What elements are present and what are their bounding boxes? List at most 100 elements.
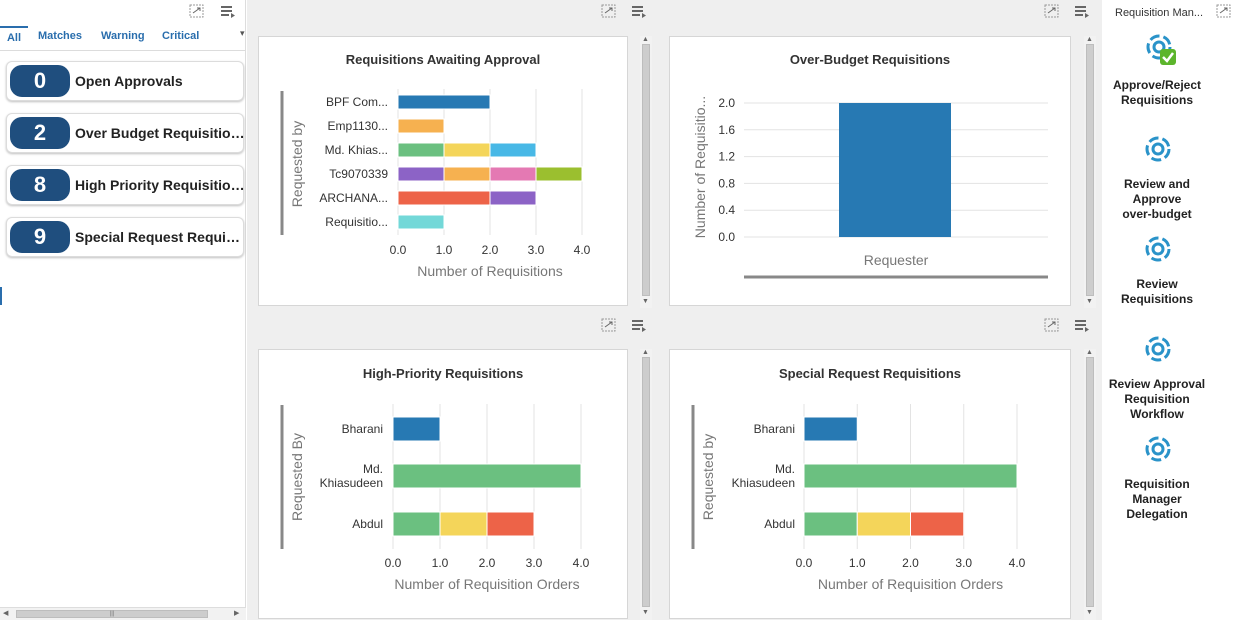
action-label-line: Manager (1132, 492, 1182, 506)
action-manager-delegation[interactable]: Requisition Manager Delegation (1102, 433, 1212, 525)
y-category-label: Requisitio... (325, 215, 388, 229)
tile-count: 0 (10, 65, 70, 97)
tab-matches[interactable]: Matches (38, 30, 83, 42)
y-axis-title: Requested By (289, 433, 305, 521)
action-label-line: Review Approval (1108, 377, 1206, 391)
x-axis-title: Number of Requisitions (417, 263, 563, 279)
scroll-thumb[interactable] (642, 44, 650, 296)
x-axis-title: Number of Requisition Orders (818, 576, 1003, 592)
bar-segment (443, 166, 491, 182)
x-tick-label: 2.0 (902, 556, 919, 570)
tab-all[interactable]: All (0, 26, 28, 48)
tile-high-priority[interactable]: 8 High Priority Requisitions (6, 165, 245, 205)
y-category-label: Md. (775, 462, 795, 476)
tab-critical[interactable]: Critical (162, 30, 200, 42)
horizontal-scrollbar[interactable]: ◀ ||| ▶ (0, 607, 246, 620)
x-tick-label: 2.0 (479, 556, 496, 570)
vertical-scrollbar[interactable]: ▲ ▼ (640, 36, 652, 308)
y-category-label: Khiasudeen (320, 476, 383, 490)
action-label-line: Review (1136, 277, 1178, 291)
y-tick-label: 0.8 (718, 176, 735, 190)
tile-special-request[interactable]: 9 Special Request Requisitions (6, 217, 245, 257)
x-tick-label: 0.0 (390, 243, 407, 257)
over-budget-card: Over-Budget Requisitions 0.0 0.4 0.8 1.2 1.6… (669, 36, 1071, 306)
pane-menu-icon[interactable] (1074, 318, 1090, 332)
scroll-thumb[interactable] (1086, 44, 1094, 296)
tile-label: Open Approvals (75, 73, 183, 89)
chart-title: Requisitions Awaiting Approval (345, 52, 541, 67)
y-category-label: Bharani (342, 422, 383, 436)
maximize-icon[interactable] (601, 4, 617, 18)
tab-warning[interactable]: Warning (101, 30, 145, 42)
gear-check-icon (1146, 34, 1176, 65)
bar-segment (803, 416, 858, 442)
action-label-line: Approve (1132, 192, 1182, 206)
bar-segment (489, 142, 537, 158)
y-category-label: BPF Com... (326, 95, 388, 109)
pane-title: Requisition Man... (1115, 7, 1204, 19)
bar-segment (397, 94, 491, 110)
bar-segment (443, 142, 491, 158)
action-label-line: Requisitions (1120, 292, 1193, 306)
action-label-line: Requisition (1124, 477, 1190, 491)
bar-segment (392, 416, 441, 442)
scroll-up-arrow[interactable]: ▲ (1086, 349, 1093, 356)
scroll-thumb[interactable] (1086, 357, 1094, 607)
scroll-up-arrow[interactable]: ▲ (1086, 36, 1093, 43)
y-tick-label: 0.4 (718, 203, 735, 217)
tile-over-budget[interactable]: 2 Over Budget Requisitions (6, 113, 245, 153)
maximize-icon[interactable] (189, 4, 205, 18)
x-tick-label: 1.0 (436, 243, 453, 257)
tab-overflow-icon[interactable]: ▾ (240, 28, 245, 38)
scroll-up-arrow[interactable]: ▲ (642, 36, 649, 43)
x-tick-label: 3.0 (526, 556, 543, 570)
pane-menu-icon[interactable] (1074, 4, 1090, 18)
vertical-scrollbar[interactable]: ▲ ▼ (1084, 349, 1096, 620)
action-label: Review Requisitions (1102, 277, 1212, 307)
action-review-approval-workflow[interactable]: Review Approval Requisition Workflow (1102, 333, 1212, 425)
pane-menu-icon[interactable] (220, 4, 236, 18)
chart-title: Special Request Requisitions (778, 366, 962, 381)
scroll-down-arrow[interactable]: ▼ (642, 609, 649, 616)
vertical-scrollbar[interactable]: ▲ ▼ (640, 349, 652, 620)
special-request-card: Special Request Requisitions 0.0 1.0 2.0 3.… (669, 349, 1071, 619)
maximize-icon[interactable] (1044, 318, 1060, 332)
x-tick-label: 4.0 (573, 556, 590, 570)
action-label: Requisition Manager Delegation (1102, 477, 1212, 522)
action-approve-reject[interactable]: Approve/Reject Requisitions (1102, 32, 1212, 108)
bar-segment (486, 511, 535, 537)
scroll-down-arrow[interactable]: ▼ (1086, 298, 1093, 305)
pane-menu-icon[interactable] (631, 318, 647, 332)
scroll-down-arrow[interactable]: ▼ (1086, 609, 1093, 616)
y-tick-label: 0.0 (718, 230, 735, 244)
awaiting-approval-chart: 0.0 1.0 2.0 3.0 4.0 BPF Com... Emp1130... Md. K… (280, 89, 591, 279)
tile-count: 8 (10, 169, 70, 201)
pane-menu-icon[interactable] (631, 4, 647, 18)
bar-segment (489, 190, 537, 206)
vertical-scrollbar[interactable]: ▲ ▼ (1084, 36, 1096, 308)
action-label-line: Review and (1123, 177, 1191, 191)
y-category-label: Emp1130... (328, 119, 388, 133)
special-request-chart: 0.0 1.0 2.0 3.0 4.0 Bharani Md.Khiasudeen Abdul… (691, 404, 1026, 592)
scroll-thumb[interactable] (642, 357, 650, 607)
scroll-up-arrow[interactable]: ▲ (642, 349, 649, 356)
scroll-left-arrow[interactable]: ◀ (3, 610, 9, 617)
bar-segment (397, 118, 445, 134)
action-review-requisitions[interactable]: Review Requisitions (1102, 233, 1212, 309)
maximize-icon[interactable] (601, 318, 617, 332)
focus-marker (0, 287, 2, 305)
maximize-icon[interactable] (1216, 4, 1232, 18)
action-label-line: Delegation (1126, 507, 1188, 521)
maximize-icon[interactable] (1044, 4, 1060, 18)
high-priority-chart: 0.0 1.0 2.0 3.0 4.0 Bharani Md.Khiasudeen Abdul… (280, 404, 590, 592)
scroll-thumb[interactable]: ||| (16, 610, 208, 618)
scroll-right-arrow[interactable]: ▶ (234, 610, 240, 617)
bar-segment (803, 463, 1018, 489)
bar-segment (397, 142, 445, 158)
scroll-down-arrow[interactable]: ▼ (642, 298, 649, 305)
action-review-approve-overbudget[interactable]: Review and Approve over-budget (1102, 133, 1212, 225)
bar-segment (392, 511, 441, 537)
bar (839, 103, 951, 237)
tile-open-approvals[interactable]: 0 Open Approvals (6, 61, 244, 101)
bar-segment (803, 511, 858, 537)
